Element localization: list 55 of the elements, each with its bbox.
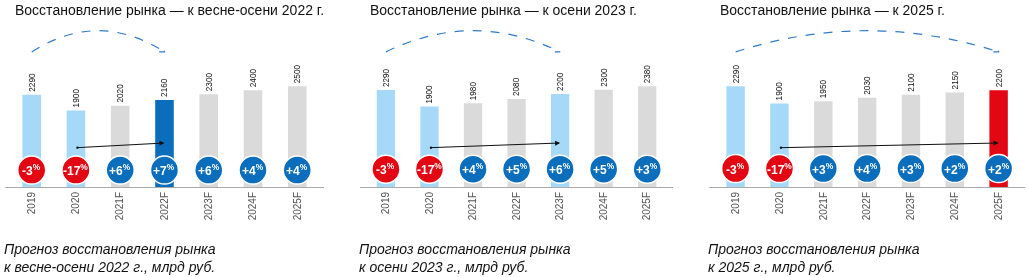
x-tick-label: 2023F — [905, 191, 917, 221]
x-tick-label: 2024F — [597, 191, 609, 221]
annotation: +5$^{%}$ — [506, 161, 528, 178]
annotation: +6$^{%}$ — [198, 162, 220, 179]
annotation: +4$^{%}$ — [462, 161, 484, 178]
x-tick-label: 2025F — [291, 191, 303, 221]
x-tick-label: 2025F — [641, 191, 653, 221]
x-tick-label: 2020 — [773, 191, 785, 215]
data-label: 2400 — [247, 68, 258, 88]
chart-title: Восстановление рынка — к осени 2023 г. — [370, 2, 637, 18]
data-label: 2020 — [115, 83, 126, 103]
x-tick-label: 2022F — [861, 191, 873, 221]
annotation: +3$^{%}$ — [812, 161, 834, 178]
data-label: 2290 — [26, 72, 37, 92]
annotation: +6$^{%}$ — [109, 162, 131, 179]
annotation: +4$^{%}$ — [856, 161, 878, 178]
x-tick-label: 2019 — [380, 191, 392, 215]
annotation: -3$^{%}$ — [376, 161, 395, 178]
annotation: +4$^{%}$ — [242, 162, 264, 179]
data-label: 1900 — [70, 88, 81, 108]
x-tick-label: 2025F — [992, 191, 1004, 221]
annotation: +4$^{%}$ — [286, 162, 308, 179]
x-tick-label: 2021F — [817, 191, 829, 221]
x-tick-label: 2024F — [247, 191, 259, 221]
annotation: -3$^{%}$ — [726, 161, 745, 178]
x-tick-label: 2023F — [554, 191, 566, 221]
annotation: +3$^{%}$ — [636, 161, 658, 178]
annotation: +2$^{%}$ — [988, 161, 1010, 178]
annotation: -3$^{%}$ — [22, 162, 41, 179]
annotation: +5$^{%}$ — [593, 161, 615, 178]
x-tick-label: 2022F — [158, 191, 170, 221]
x-tick-label: 2024F — [949, 191, 961, 221]
annotation: -17$^{%}$ — [63, 162, 89, 179]
data-label: 2500 — [292, 64, 303, 84]
text: Прогноз восстановления рынка к 2025 г., млрд руб. — [708, 241, 920, 276]
chart-title: Восстановление рынка — к 2025 г. — [720, 2, 945, 18]
annotation: +2$^{%}$ — [944, 161, 966, 178]
data-label: 2300 — [203, 72, 214, 92]
x-tick-label: 2019 — [729, 191, 741, 215]
x-tick-label: 2020 — [70, 191, 82, 215]
annotation: +6$^{%}$ — [549, 161, 571, 178]
x-tick-label: 2021F — [114, 191, 126, 221]
annotation: -17$^{%}$ — [417, 161, 443, 178]
annotation: +7$^{%}$ — [153, 162, 175, 179]
annotation: +3$^{%}$ — [900, 161, 922, 178]
text: Прогноз восстановления рынка к осени 2023 г., млрд руб. — [359, 241, 571, 276]
annotation: -17$^{%}$ — [767, 161, 793, 178]
x-tick-label: 2020 — [423, 191, 435, 215]
chart-title: Восстановление рынка — к весне-осени 2022 г. — [15, 2, 325, 18]
data-label: 2160 — [159, 78, 170, 97]
x-tick-label: 2023F — [202, 191, 214, 221]
x-tick-label: 2022F — [510, 191, 522, 221]
x-tick-label: 2019 — [25, 191, 37, 215]
x-tick-label: 2021F — [467, 191, 479, 221]
text: Прогноз восстановления рынка к весне-осени 2022 г., млрд руб. — [4, 241, 216, 276]
